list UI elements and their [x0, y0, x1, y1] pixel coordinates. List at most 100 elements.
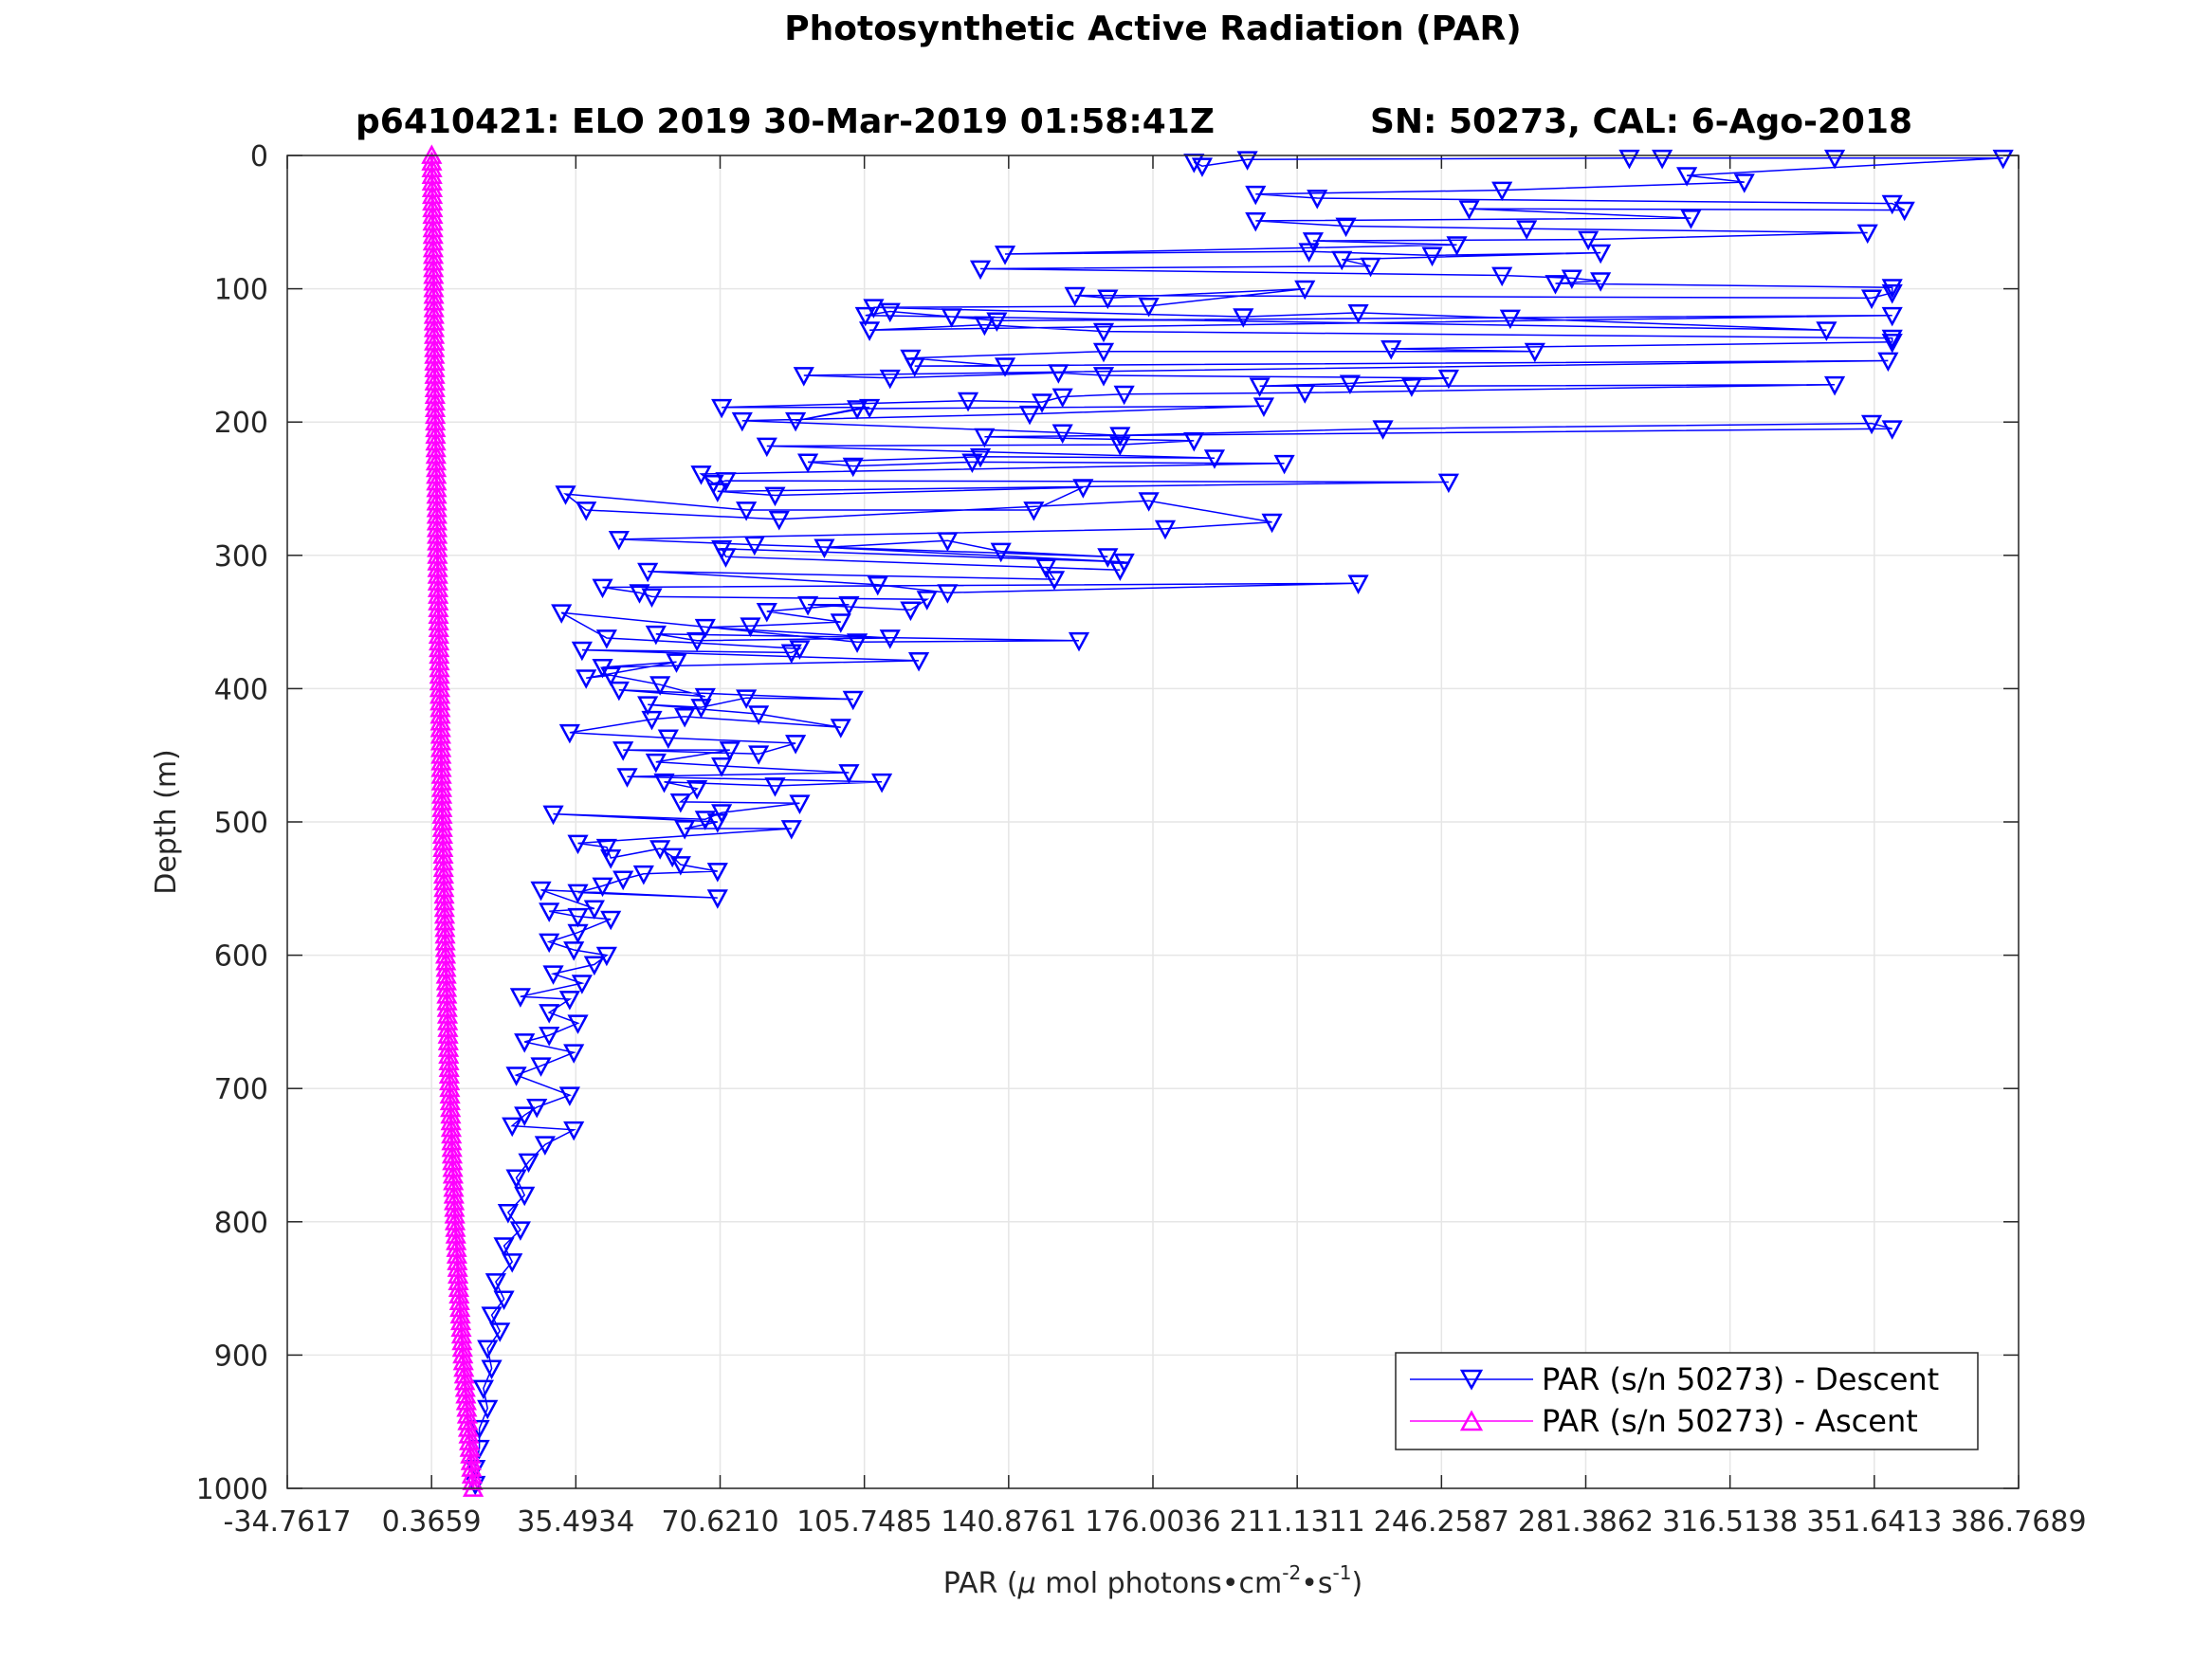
- data-point-marker: [994, 357, 1016, 377]
- data-point-marker: [686, 779, 708, 800]
- data-point-marker: [493, 1237, 515, 1257]
- data-point-marker: [1109, 561, 1131, 581]
- data-point-marker: [1252, 397, 1275, 417]
- data-point-marker: [592, 578, 613, 599]
- data-point-marker: [768, 510, 790, 531]
- data-point-marker: [937, 584, 959, 604]
- data-point-marker: [1881, 279, 1903, 299]
- chart-subtitle-right: SN: 50273, CAL: 6-Ago-2018: [1370, 102, 1912, 141]
- data-point-marker: [637, 562, 659, 583]
- data-point-marker: [514, 1033, 536, 1053]
- data-point-marker: [534, 1136, 556, 1156]
- data-point-marker: [694, 618, 716, 639]
- data-point-marker: [645, 625, 667, 646]
- data-point-marker: [941, 308, 962, 328]
- data-point-marker: [1437, 369, 1459, 390]
- data-point-marker: [1138, 492, 1160, 512]
- data-point-marker: [1064, 286, 1086, 307]
- data-point-marker: [1458, 200, 1480, 220]
- data-point-marker: [867, 575, 888, 596]
- data-point-marker: [542, 965, 564, 985]
- data-point-marker: [1097, 289, 1119, 310]
- data-point-marker: [1992, 149, 2014, 170]
- data-point-marker: [1491, 266, 1513, 287]
- data-point-marker: [1491, 181, 1513, 202]
- data-point-marker: [1339, 374, 1362, 395]
- data-point-marker: [477, 1340, 499, 1359]
- data-point-marker: [858, 321, 881, 341]
- data-point-marker: [1421, 246, 1443, 267]
- data-point-marker: [641, 710, 663, 731]
- data-point-marker: [461, 1464, 484, 1484]
- data-point-marker: [576, 669, 597, 689]
- data-point-marker: [563, 1121, 585, 1141]
- data-point-marker: [431, 797, 453, 817]
- x-tick-label: 140.8761: [941, 1505, 1076, 1539]
- data-point-marker: [539, 933, 560, 954]
- x-tick-label: 281.3862: [1518, 1505, 1654, 1539]
- x-axis-ticks: -34.7617 0.3659 35.4934 70.6210 105.7485 140.…: [224, 155, 2087, 1539]
- data-point-marker: [539, 1027, 560, 1047]
- data-point-marker: [558, 1086, 580, 1106]
- data-point-marker: [438, 1064, 461, 1085]
- data-point-marker: [1499, 309, 1521, 330]
- data-point-marker: [706, 863, 728, 883]
- data-point-marker: [502, 1117, 523, 1138]
- data-point-marker: [846, 633, 868, 653]
- data-point-marker: [1823, 375, 1846, 396]
- data-point-marker: [558, 723, 580, 744]
- data-point-marker: [1881, 333, 1903, 354]
- x-tick-label: 70.6210: [661, 1505, 778, 1539]
- data-point-marker: [666, 653, 687, 673]
- data-point-marker: [451, 1330, 473, 1351]
- chart-title: Photosynthetic Active Radiation (PAR): [784, 9, 1521, 48]
- data-point-marker: [1676, 167, 1698, 187]
- data-point-marker: [1298, 243, 1320, 263]
- data-point-marker: [969, 260, 992, 281]
- data-point-marker: [1380, 339, 1402, 360]
- data-point-marker: [583, 956, 605, 976]
- data-point-marker: [1294, 384, 1316, 404]
- x-tick-label: 246.2587: [1374, 1505, 1509, 1539]
- data-point-marker: [1372, 420, 1394, 440]
- data-point-marker: [785, 735, 807, 755]
- data-point-marker: [907, 651, 930, 672]
- data-point-marker: [583, 900, 605, 921]
- data-point-marker: [1294, 280, 1316, 301]
- data-point-marker: [961, 453, 983, 474]
- data-point-marker: [731, 411, 753, 432]
- data-point-marker: [1113, 385, 1135, 406]
- data-point-marker: [423, 264, 445, 284]
- data-point-marker: [1331, 250, 1353, 271]
- y-tick-label: 500: [214, 807, 268, 840]
- legend-ascent-label: PAR (s/n 50273) - Ascent: [1542, 1403, 1918, 1439]
- data-point-marker: [743, 536, 765, 556]
- data-point-marker: [430, 731, 452, 751]
- data-point-marker: [830, 613, 851, 633]
- data-point-marker: [789, 640, 811, 660]
- data-point-marker: [994, 246, 1016, 265]
- legend-descent-label: PAR (s/n 50273) - Descent: [1542, 1361, 1939, 1397]
- data-point-marker: [1881, 329, 1903, 350]
- data-point-marker: [1881, 306, 1903, 327]
- data-point-marker: [1516, 220, 1538, 240]
- data-point-marker: [1245, 211, 1267, 232]
- data-point-marker: [1097, 548, 1119, 568]
- data-point-marker: [427, 531, 448, 551]
- data-point-marker: [1068, 631, 1090, 652]
- legend-box: [1395, 1352, 1979, 1450]
- data-point-marker: [990, 542, 1012, 563]
- data-point-marker: [1245, 185, 1267, 206]
- data-point-marker: [567, 1014, 589, 1034]
- data-point-marker: [595, 629, 617, 649]
- data-point-marker: [595, 946, 617, 967]
- x-tick-label: 351.6413: [1806, 1505, 1942, 1539]
- data-point-marker: [694, 811, 716, 830]
- data-point-marker: [842, 457, 864, 478]
- y-tick-label: 900: [214, 1340, 268, 1373]
- data-point-marker: [904, 357, 925, 377]
- data-point-marker: [1191, 157, 1214, 177]
- data-point-marker: [600, 910, 622, 931]
- data-point-marker: [555, 485, 576, 505]
